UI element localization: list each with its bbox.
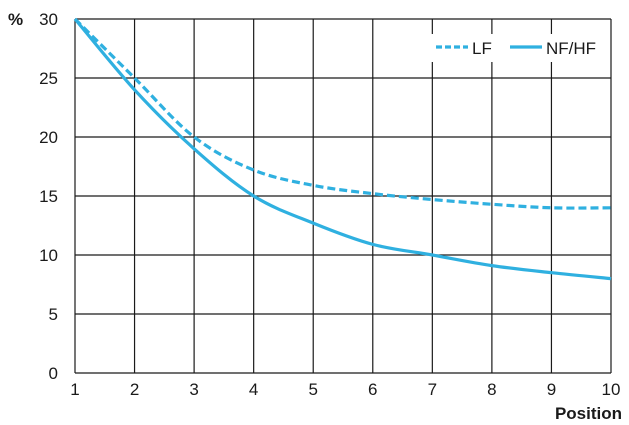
y-tick-label: 0 <box>49 364 58 383</box>
y-tick-label: 10 <box>39 246 58 265</box>
series-line-nf-hf <box>73 17 612 281</box>
y-axis-title: % <box>8 10 23 29</box>
x-tick-label: 3 <box>189 380 198 399</box>
series-lines <box>73 17 612 281</box>
y-tick-label: 20 <box>39 128 58 147</box>
x-tick-label: 9 <box>547 380 556 399</box>
legend-label: NF/HF <box>546 39 596 58</box>
tick-labels: 1 2 3 4 5 6 7 8 9 10 0 5 10 15 20 25 30 <box>39 10 620 399</box>
x-tick-label: 2 <box>130 380 139 399</box>
legend-label: LF <box>472 39 492 58</box>
x-tick-label: 1 <box>70 380 79 399</box>
y-tick-label: 25 <box>39 69 58 88</box>
x-tick-label: 10 <box>602 380 621 399</box>
series-line-lf <box>73 17 612 210</box>
x-tick-label: 8 <box>487 380 496 399</box>
x-tick-label: 5 <box>308 380 317 399</box>
y-tick-label: 15 <box>39 187 58 206</box>
x-axis-title: Position <box>555 404 622 423</box>
legend: LF NF/HF <box>430 34 610 62</box>
y-tick-label: 5 <box>49 305 58 324</box>
x-tick-label: 7 <box>428 380 437 399</box>
y-tick-label: 30 <box>39 10 58 29</box>
x-tick-label: 6 <box>368 380 377 399</box>
grid <box>74 18 612 374</box>
x-tick-label: 4 <box>249 380 258 399</box>
